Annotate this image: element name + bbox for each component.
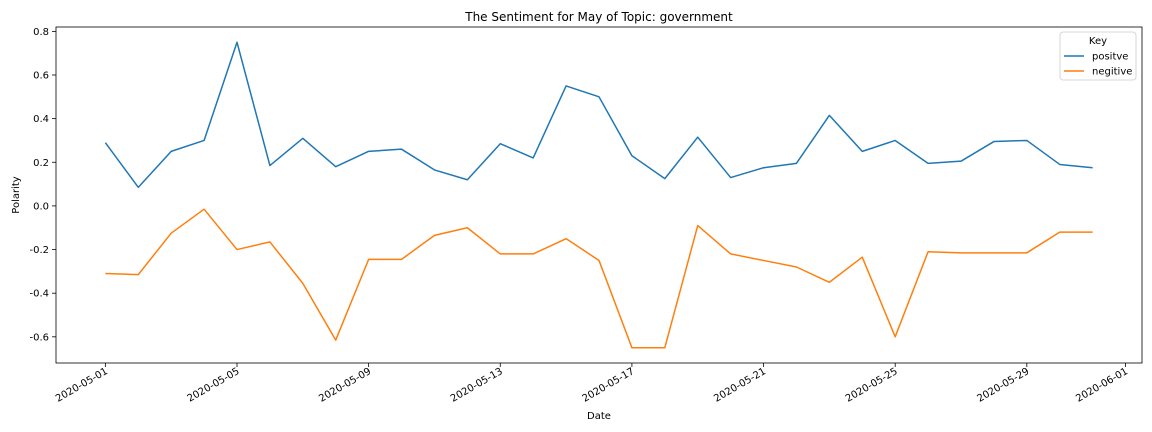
series-line-positve (104, 41, 1093, 189)
plot-lines (104, 41, 1093, 349)
x-axis-label: Date (587, 411, 611, 422)
y-tick-label: -0.6 (29, 332, 49, 343)
legend: Key positve negitive (1059, 31, 1137, 81)
x-axis: 2020-05-01 2020-05-05 2020-05-09 2020-05-13… (54, 363, 1130, 405)
y-tick-label: 0.0 (33, 201, 49, 212)
series-line-negitive (105, 208, 1093, 349)
x-tick-label: 2020-06-01 (1074, 366, 1130, 405)
x-tick-label: 2020-05-21 (712, 366, 768, 405)
x-tick-label: 2020-05-29 (975, 366, 1031, 405)
x-tick-label: 2020-05-09 (317, 366, 373, 405)
legend-label-positve: positve (1092, 52, 1128, 63)
y-axis-label: Polarity (11, 176, 22, 214)
y-axis: 0.8 0.6 0.4 0.2 0.0 -0.2 -0.4 -0.6 (29, 27, 56, 343)
legend-title: Key (1089, 36, 1107, 47)
x-tick-label: 2020-05-25 (844, 366, 900, 405)
y-tick-label: -0.4 (29, 289, 49, 300)
x-tick-label: 2020-05-17 (581, 366, 637, 405)
y-tick-label: 0.4 (33, 114, 49, 125)
chart-title: The Sentiment for May of Topic: governme… (464, 10, 733, 24)
plot-frame (55, 26, 1143, 364)
y-tick-label: 0.8 (33, 27, 49, 38)
x-tick-label: 2020-05-05 (186, 366, 242, 405)
y-tick-label: 0.6 (33, 71, 49, 82)
legend-box (1059, 31, 1137, 81)
y-tick-label: -0.2 (29, 245, 49, 256)
y-tick-label: 0.2 (33, 158, 49, 169)
legend-label-negitive: negitive (1092, 67, 1132, 78)
x-tick-label: 2020-05-13 (449, 366, 505, 405)
x-tick-label: 2020-05-01 (54, 366, 110, 405)
